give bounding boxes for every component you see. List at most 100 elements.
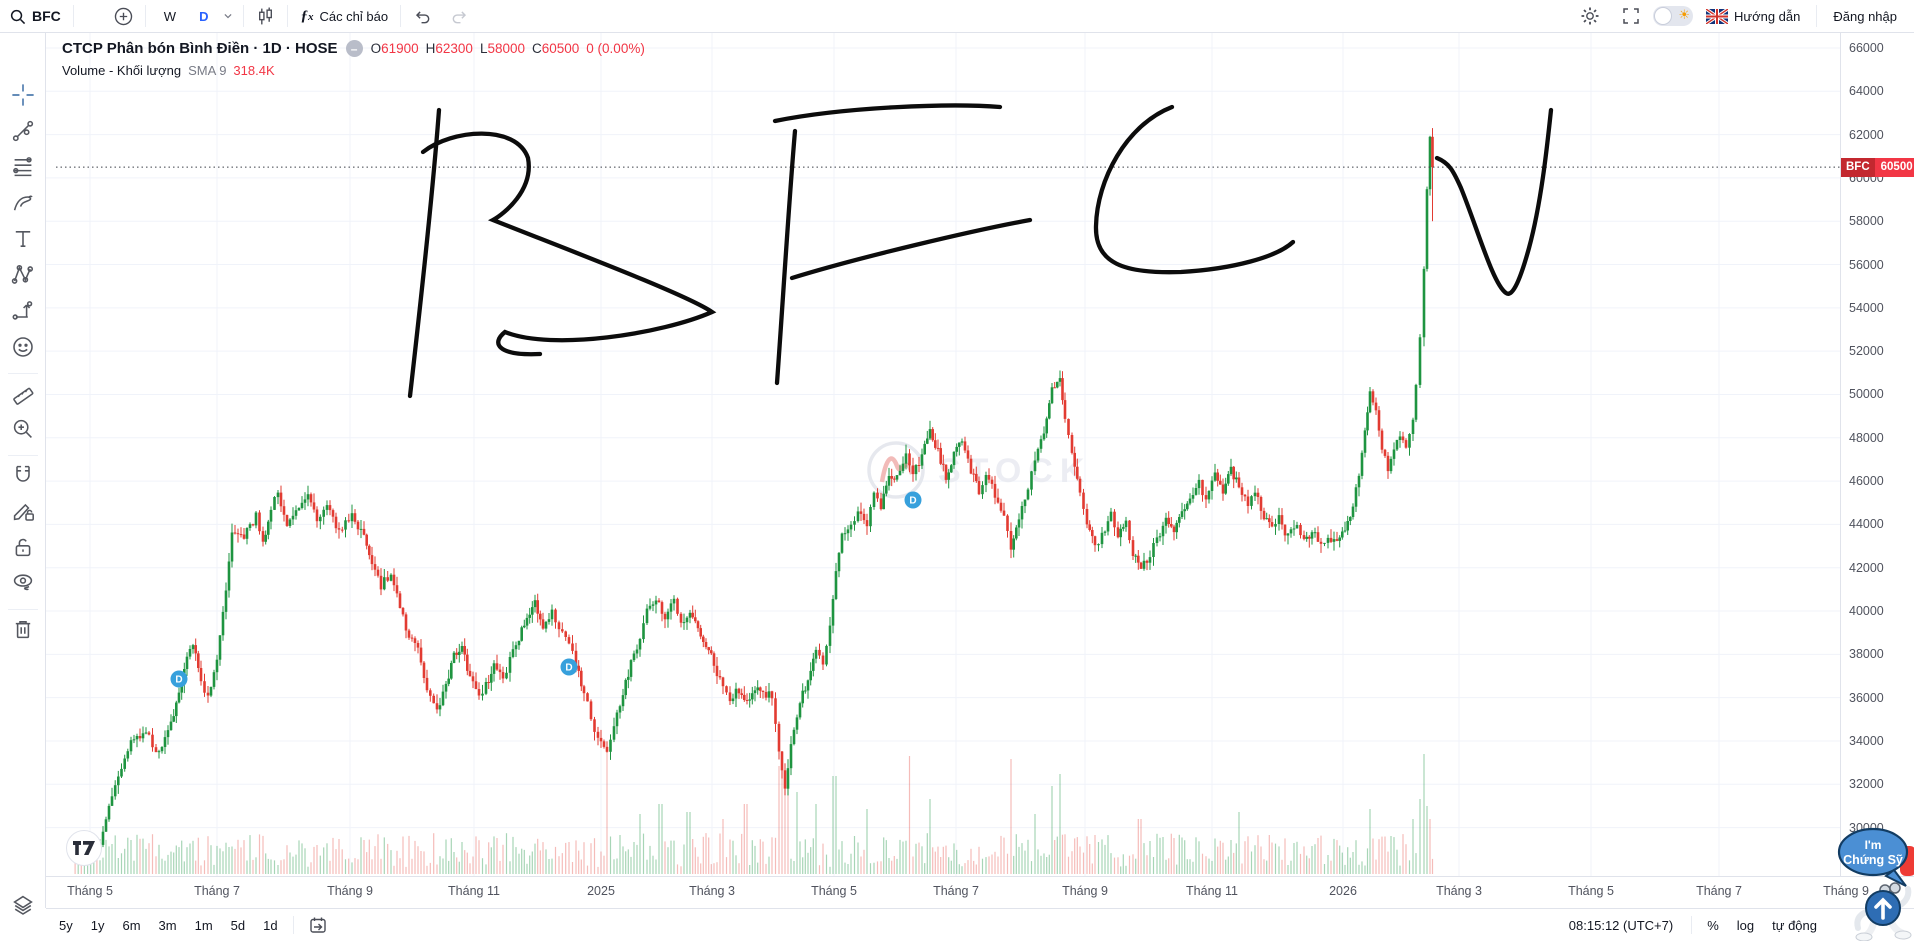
time-tick: Tháng 9: [1062, 884, 1108, 898]
goto-date-button[interactable]: [300, 909, 337, 941]
object-tree-tool[interactable]: [9, 893, 37, 921]
brush-icon: [11, 191, 35, 220]
svg-text:D: D: [565, 663, 572, 674]
time-tick: Tháng 7: [1696, 884, 1742, 898]
clock-time[interactable]: 08:15:12 (UTC+7): [1568, 917, 1674, 933]
price-tick: 62000: [1849, 127, 1884, 142]
draw-lock-tool[interactable]: [9, 499, 37, 527]
volume-value: 318.4K: [233, 63, 275, 78]
fib-tool[interactable]: [9, 155, 37, 183]
toolbar-divider: [8, 373, 38, 374]
language-help-button[interactable]: Hướng dẫn: [1697, 8, 1809, 24]
draw-lock-icon: [11, 499, 35, 528]
fib-icon: [11, 155, 35, 184]
interval-daily[interactable]: D: [199, 8, 209, 24]
chart-type-button[interactable]: [247, 0, 284, 32]
sun-icon: ☀: [1678, 7, 1690, 22]
gear-icon: [1581, 7, 1599, 25]
trash-tool[interactable]: [9, 617, 37, 645]
dividend-marker: D: [170, 670, 188, 688]
interval-weekly[interactable]: W: [163, 8, 177, 24]
change-value: 0 (0.00%): [586, 41, 645, 56]
svg-text:D: D: [175, 675, 182, 686]
range-1y-button[interactable]: 1y: [90, 917, 105, 933]
redo-button[interactable]: [441, 0, 478, 32]
svg-text:STOCK: STOCK: [938, 452, 1091, 490]
symbol-search-button[interactable]: BFC: [0, 0, 70, 32]
symbol-title[interactable]: CTCP Phân bón Bình Điền · 1D · HOSE: [62, 40, 338, 57]
range-6m-button[interactable]: 6m: [122, 917, 141, 933]
time-tick: Tháng 5: [67, 884, 113, 898]
chart-canvas[interactable]: STOCK D D D CTCP Phân bón Bình Điền · 1D…: [46, 33, 1840, 876]
candlesticks: [73, 128, 1434, 864]
magnet-tool[interactable]: [9, 463, 37, 491]
ruler-icon: [11, 381, 35, 410]
time-axis[interactable]: Tháng 5 Tháng 7 Tháng 9 Tháng 11 2025 Tháng 3…: [46, 876, 1914, 908]
undo-button[interactable]: [404, 0, 441, 32]
last-price-label: BFC 60500: [1841, 157, 1914, 177]
auto-scale-button[interactable]: tự động: [1772, 917, 1817, 933]
lock-tool[interactable]: [9, 535, 37, 563]
trash-icon: [11, 617, 35, 646]
range-3m-button[interactable]: 3m: [158, 917, 177, 933]
emoji-tool[interactable]: [9, 335, 37, 363]
fullscreen-icon: [1623, 8, 1639, 24]
eye-tool[interactable]: [9, 571, 37, 599]
legend-collapse-button[interactable]: –: [345, 40, 363, 57]
symbol-name: BFC: [32, 8, 61, 24]
trendline-tool[interactable]: [9, 119, 37, 147]
fullscreen-button[interactable]: [1613, 7, 1649, 25]
ohlc-item: O61900: [370, 41, 419, 56]
time-tick: 2026: [1329, 884, 1357, 898]
dividend-marker: D: [904, 491, 922, 509]
hand-drawing-bfc[interactable]: [407, 103, 1554, 399]
text-tool[interactable]: [9, 227, 37, 255]
magnet-icon: [11, 463, 35, 492]
login-button[interactable]: Đăng nhập: [1833, 8, 1897, 24]
volume-indicator-label[interactable]: Volume - Khối lượng: [62, 63, 182, 78]
exchange-watermark: STOCK: [867, 441, 1091, 499]
time-tick: Tháng 7: [194, 884, 240, 898]
projection-tool[interactable]: [9, 299, 37, 327]
volume-sma-label: SMA 9: [188, 63, 227, 78]
projection-icon: [11, 299, 35, 328]
svg-text:D: D: [909, 496, 916, 507]
settings-button[interactable]: [1571, 6, 1609, 26]
volume-bars: [74, 746, 1434, 874]
fx-icon: ƒx: [300, 7, 314, 24]
ohlc-item: C60500: [532, 41, 580, 56]
crosshair-tool[interactable]: [9, 83, 37, 111]
layers-icon: [11, 893, 35, 922]
time-tick: Tháng 7: [933, 884, 979, 898]
percent-scale-button[interactable]: %: [1707, 917, 1719, 933]
range-5y-button[interactable]: 5y: [59, 917, 73, 933]
tradingview-logo[interactable]: [66, 830, 102, 866]
range-1m-button[interactable]: 1m: [194, 917, 213, 933]
brush-tool[interactable]: [9, 191, 37, 219]
price-axis[interactable]: BFC 60500 66000 64000 62000 60000 58000 56000…: [1840, 33, 1914, 876]
log-scale-button[interactable]: log: [1736, 917, 1755, 933]
range-1d-button[interactable]: 1d: [263, 917, 278, 933]
time-tick: Tháng 11: [1186, 884, 1238, 898]
toolbar-divider: [8, 455, 38, 456]
zoom-tool[interactable]: [9, 417, 37, 445]
text-icon: [11, 227, 35, 256]
time-tick: Tháng 9: [327, 884, 373, 898]
xabcd-tool[interactable]: [9, 263, 37, 291]
add-symbol-button[interactable]: [105, 0, 142, 32]
theme-toggle[interactable]: ☀: [1652, 6, 1693, 26]
xabcd-icon: [11, 263, 35, 292]
range-5d-button[interactable]: 5d: [230, 917, 246, 933]
interval-menu-button[interactable]: [216, 0, 240, 32]
price-chart: STOCK D D D: [46, 33, 1840, 876]
help-label: Hướng dẫn: [1733, 8, 1801, 24]
price-tick: 58000: [1849, 214, 1884, 229]
trendline-icon: [11, 119, 35, 148]
time-tick: 2025: [587, 884, 615, 898]
price-tick: 38000: [1849, 647, 1884, 662]
ruler-tool[interactable]: [9, 381, 37, 409]
indicators-button[interactable]: ƒx Các chỉ báo: [291, 0, 397, 32]
time-tick: Tháng 3: [689, 884, 735, 898]
candlestick-chart-icon: [259, 7, 273, 24]
